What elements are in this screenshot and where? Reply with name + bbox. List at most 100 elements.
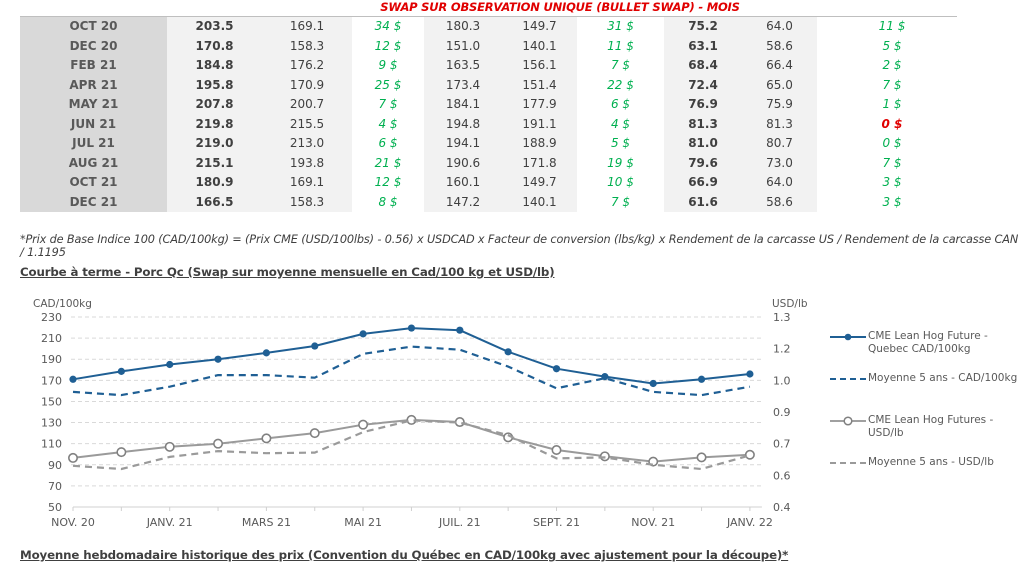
cell-cd: 11 $ [878, 19, 906, 33]
legend-swatch-icon [830, 462, 866, 464]
x-tick-label: MAI 21 [344, 516, 382, 529]
cell-month: JUL 21 [72, 136, 115, 150]
legend-item: Moyenne 5 ans - CAD/100kg [830, 372, 1020, 414]
cell-month: JUN 21 [70, 116, 117, 131]
cell-c1: 66.9 [688, 175, 718, 189]
cell-month: DEC 21 [69, 194, 118, 209]
data-point [454, 417, 465, 428]
cell-bd: 11 $ [607, 38, 634, 53]
legend-label: Moyenne 5 ans - CAD/100kg [868, 372, 1018, 384]
series-line-1 [72, 345, 751, 397]
cell-a1: 219.0 [195, 136, 234, 150]
cell-b2: 177.9 [522, 97, 557, 111]
table-row: OCT 21 180.9 169.1 12 $ 160.1 149.7 10 $ 66.9 64… [20, 173, 957, 193]
forward-curve-chart: 230 210 190 170 150 130 110 90 70 50 1.3 1.2 1.0 0.9 0… [33, 298, 808, 529]
y2-axis-label: USD/lb [772, 298, 808, 310]
legend-label: Moyenne 5 ans - USD/lb [868, 456, 994, 468]
y-tick-label: 230 [41, 311, 62, 324]
cell-c1: 75.2 [688, 19, 718, 33]
legend-swatch-icon [830, 333, 866, 341]
cell-a1: 215.1 [195, 155, 234, 170]
y-tick-label: 210 [41, 332, 62, 345]
cell-cd: 0 $ [881, 116, 903, 131]
x-tick-label: NOV. 21 [631, 516, 675, 529]
cell-b1: 184.1 [445, 97, 481, 111]
cell-a2: 213.0 [289, 136, 325, 150]
cell-b2: 149.7 [522, 175, 557, 189]
cell-b2: 191.1 [522, 116, 557, 131]
cell-c2: 75.9 [766, 97, 793, 111]
cell-a2: 169.1 [289, 19, 325, 33]
x-tick-label: SEPT. 21 [533, 516, 580, 529]
cell-b1: 173.4 [445, 77, 481, 92]
cell-month: DEC 20 [69, 38, 118, 53]
y-axis-label: CAD/100kg [33, 298, 92, 310]
y-tick-label: 110 [41, 438, 62, 451]
cell-cd: 5 $ [882, 38, 902, 53]
cell-b2: 151.4 [522, 77, 557, 92]
table-row: APR 21 195.8 170.9 25 $ 173.4 151.4 22 $ 72.4 65… [20, 76, 957, 96]
data-point [311, 342, 319, 350]
y2-tick-label: 0.7 [773, 438, 791, 451]
cell-c1: 61.6 [688, 194, 718, 209]
cell-a1: 195.8 [195, 77, 234, 92]
x-tick-label: MARS 21 [242, 516, 291, 529]
cell-a1: 170.8 [195, 38, 234, 53]
column-bg-month [20, 17, 167, 212]
cell-ad: 25 $ [374, 77, 402, 92]
x-tick-label: JANV. 21 [146, 516, 193, 529]
cell-c2: 64.0 [766, 19, 793, 33]
table-row: AUG 21 215.1 193.8 21 $ 190.6 171.8 19 $ 79.6 73… [20, 154, 957, 174]
cell-month: FEB 21 [70, 58, 117, 72]
data-point [214, 355, 222, 363]
cell-a2: 200.7 [289, 97, 325, 111]
cell-b2: 188.9 [522, 136, 557, 150]
data-point [261, 433, 272, 444]
legend-item: CME Lean Hog Futures - USD/lb [830, 414, 1020, 456]
cell-a2: 176.2 [289, 58, 325, 72]
cell-ad: 12 $ [374, 38, 402, 53]
cell-month: OCT 20 [69, 19, 118, 33]
table-row: OCT 20 203.5 169.1 34 $ 180.3 149.7 31 $ 75.2 64… [20, 17, 957, 37]
cell-c1: 79.6 [688, 155, 718, 170]
cell-a2: 193.8 [289, 155, 325, 170]
cell-ad: 34 $ [374, 19, 402, 33]
table-row: MAY 21 207.8 200.7 7 $ 184.1 177.9 6 $ 76.9 75.9… [20, 95, 957, 115]
cell-a2: 215.5 [289, 116, 325, 131]
cell-c2: 64.0 [766, 175, 793, 189]
table-title: SWAP SUR OBSERVATION UNIQUE (BULLET SWAP… [380, 0, 740, 14]
data-point [551, 445, 562, 456]
legend-item: Moyenne 5 ans - USD/lb [830, 456, 1020, 498]
cell-cd: 7 $ [882, 155, 902, 170]
table-row: JUN 21 219.8 215.5 4 $ 194.8 191.1 4 $ 81.3 81.3… [20, 115, 957, 135]
cell-bd: 10 $ [607, 175, 634, 189]
column-bg-group-a [167, 17, 352, 212]
cell-b1: 194.8 [445, 116, 481, 131]
cell-b1: 194.1 [445, 136, 481, 150]
cell-b2: 149.7 [522, 19, 557, 33]
cell-c1: 81.0 [688, 136, 718, 150]
cell-ad: 9 $ [378, 58, 398, 72]
cell-b2: 156.1 [522, 58, 557, 72]
chart-legend: CME Lean Hog Future - Quebec CAD/100kg Mo… [830, 330, 1020, 498]
legend-item: CME Lean Hog Future - Quebec CAD/100kg [830, 330, 1020, 372]
table-row: DEC 20 170.8 158.3 12 $ 151.0 140.1 11 $ 63.1 58… [20, 37, 957, 57]
cell-c1: 72.4 [688, 77, 718, 92]
y-tick-label: 70 [48, 480, 62, 493]
data-point [309, 428, 320, 439]
cell-a1: 184.8 [195, 58, 234, 72]
cell-ad: 8 $ [378, 194, 398, 209]
cell-month: OCT 21 [69, 175, 118, 189]
x-tick-label: NOV. 20 [51, 516, 95, 529]
cell-bd: 19 $ [607, 155, 634, 170]
cell-bd: 4 $ [610, 116, 631, 131]
data-point [116, 447, 127, 458]
cell-ad: 21 $ [374, 155, 402, 170]
cell-cd: 7 $ [882, 77, 902, 92]
column-bg-group-b [424, 17, 577, 212]
cell-cd: 1 $ [882, 97, 902, 111]
legend-label: CME Lean Hog Future - Quebec CAD/100kg [868, 330, 988, 355]
table-row: DEC 21 166.5 158.3 8 $ 147.2 140.1 7 $ 61.6 58.6… [20, 193, 957, 213]
y2-tick-label: 0.9 [773, 406, 791, 419]
table-row: FEB 21 184.8 176.2 9 $ 163.5 156.1 7 $ 68.4 66.4… [20, 56, 957, 76]
